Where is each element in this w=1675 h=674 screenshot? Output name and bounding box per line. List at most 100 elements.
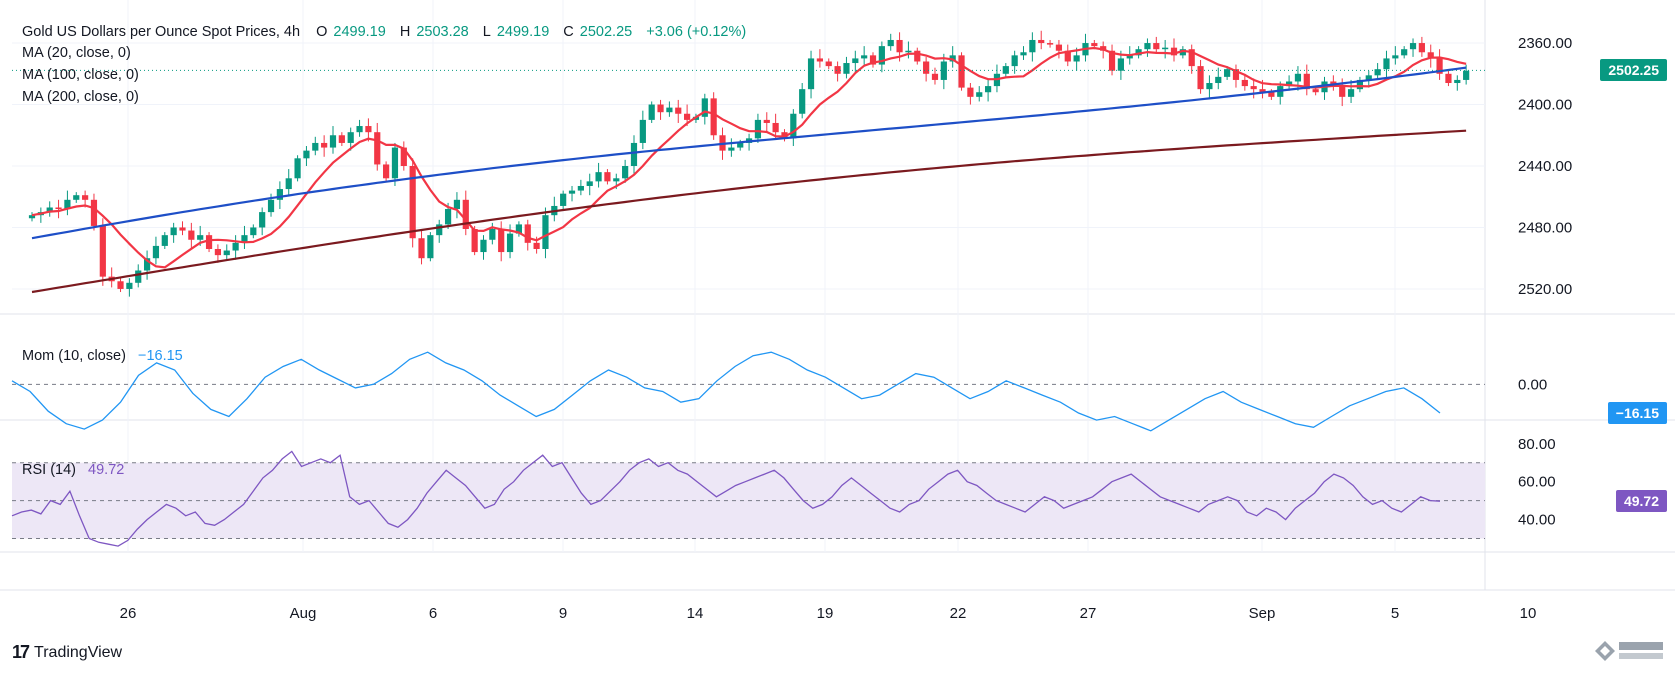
mom-label: Mom (10, close) [22, 348, 126, 364]
candle-body [312, 142, 319, 151]
candle-body [303, 150, 310, 159]
candle-body [418, 238, 425, 259]
candle-body [524, 224, 531, 243]
ma20-label: MA (20, close, 0) [22, 45, 131, 61]
rsi-value: 49.72 [88, 462, 125, 478]
candle-body [1409, 43, 1417, 50]
candle-body [267, 199, 275, 213]
candle-body [506, 233, 514, 253]
ma200-line [31, 129, 1467, 294]
candle-body [55, 207, 62, 210]
candle-body [329, 135, 337, 148]
candle-body [347, 132, 354, 143]
candle-body [214, 248, 222, 256]
ma20-legend[interactable]: MA (20, close, 0) [22, 43, 131, 63]
candle-body [923, 61, 930, 74]
candle-body [82, 195, 89, 200]
candle-body [1179, 49, 1186, 56]
candle-body [223, 250, 230, 256]
watermark-logo-icon [1595, 641, 1663, 661]
candle-body [1117, 58, 1124, 71]
mom-line [11, 351, 1441, 432]
candle-body [639, 119, 646, 143]
candle-body [1197, 66, 1204, 90]
candle-body [515, 224, 523, 234]
candle-body [1339, 86, 1346, 97]
candle-body [170, 227, 177, 236]
candle-body [338, 135, 345, 143]
candle-body [400, 147, 407, 166]
candle-body [586, 181, 593, 186]
candle-body [675, 107, 682, 114]
open-value: 2499.19 [333, 24, 386, 40]
candle-body [1392, 55, 1399, 59]
rsi-legend[interactable]: RSI (14) 49.72 [22, 460, 124, 480]
x-tick-label: 22 [950, 605, 967, 622]
candle-body [799, 89, 806, 114]
candle-body [684, 113, 691, 120]
candle-body [976, 92, 983, 97]
candle-body [1365, 75, 1372, 80]
candle-body [1259, 89, 1266, 93]
rsi-tick-label: 80.00 [1518, 436, 1556, 453]
candle-body [807, 58, 815, 90]
candle-body [657, 104, 664, 113]
rsi-last-tag: 49.72 [1615, 490, 1667, 513]
candle-body [816, 58, 823, 62]
candle-body [1073, 55, 1080, 62]
candle-body [444, 209, 452, 225]
chart-title: Gold US Dollars per Ounce Spot Prices [22, 24, 276, 40]
candle-body [1232, 69, 1240, 80]
candle-body [205, 235, 213, 249]
ma200-label: MA (200, close, 0) [22, 89, 139, 105]
candle-body [790, 113, 797, 139]
candle-body [648, 104, 655, 120]
candle-body [1463, 70, 1470, 80]
chart-legend-title: Gold US Dollars per Ounce Spot Prices, 4… [22, 22, 756, 42]
ma200-legend[interactable]: MA (200, close, 0) [22, 87, 139, 107]
candle-body [905, 50, 912, 53]
candle-body [498, 229, 505, 253]
candle-body [984, 86, 992, 93]
ma100-label: MA (100, close, 0) [22, 67, 139, 83]
candle-body [1436, 58, 1443, 74]
candle-body [232, 242, 239, 251]
x-tick-label: 27 [1080, 605, 1097, 622]
high-label: H [399, 24, 411, 40]
candle-body [1046, 43, 1054, 45]
candle-body [568, 190, 576, 194]
candle-body [161, 235, 168, 246]
high-value: 2503.28 [416, 24, 469, 40]
timeframe: 4h [283, 24, 301, 40]
rsi-tick-label: 60.00 [1518, 474, 1556, 491]
candle-body [1206, 83, 1213, 90]
candle-body [1303, 73, 1310, 90]
x-tick-label: 6 [429, 605, 437, 622]
last-price-tag: 2502.25 [1600, 59, 1667, 82]
candle-body [834, 66, 841, 74]
candle-body [1250, 86, 1257, 90]
candle-body [1285, 81, 1293, 87]
x-tick-label: 9 [559, 605, 567, 622]
candle-body [1108, 50, 1116, 71]
candle-body [489, 229, 496, 240]
candle-body [931, 73, 939, 80]
candle-body [64, 199, 71, 210]
candle-body [135, 270, 142, 283]
tradingview-logo[interactable]: 17 TradingView [12, 642, 122, 663]
candle-body [409, 166, 416, 239]
candle-body [967, 87, 974, 97]
candle-body [1294, 73, 1302, 82]
candle-body [1401, 49, 1408, 56]
ma100-legend[interactable]: MA (100, close, 0) [22, 65, 139, 85]
candle-body [1055, 44, 1063, 51]
candle-body [1383, 58, 1390, 70]
x-tick-label: 10 [1520, 605, 1537, 622]
candle-body [152, 245, 160, 259]
candle-body [1038, 39, 1045, 44]
mom-legend[interactable]: Mom (10, close) −16.15 [22, 346, 183, 366]
candle-body [1427, 52, 1434, 59]
candle-body [622, 166, 629, 179]
candle-body [28, 215, 36, 219]
